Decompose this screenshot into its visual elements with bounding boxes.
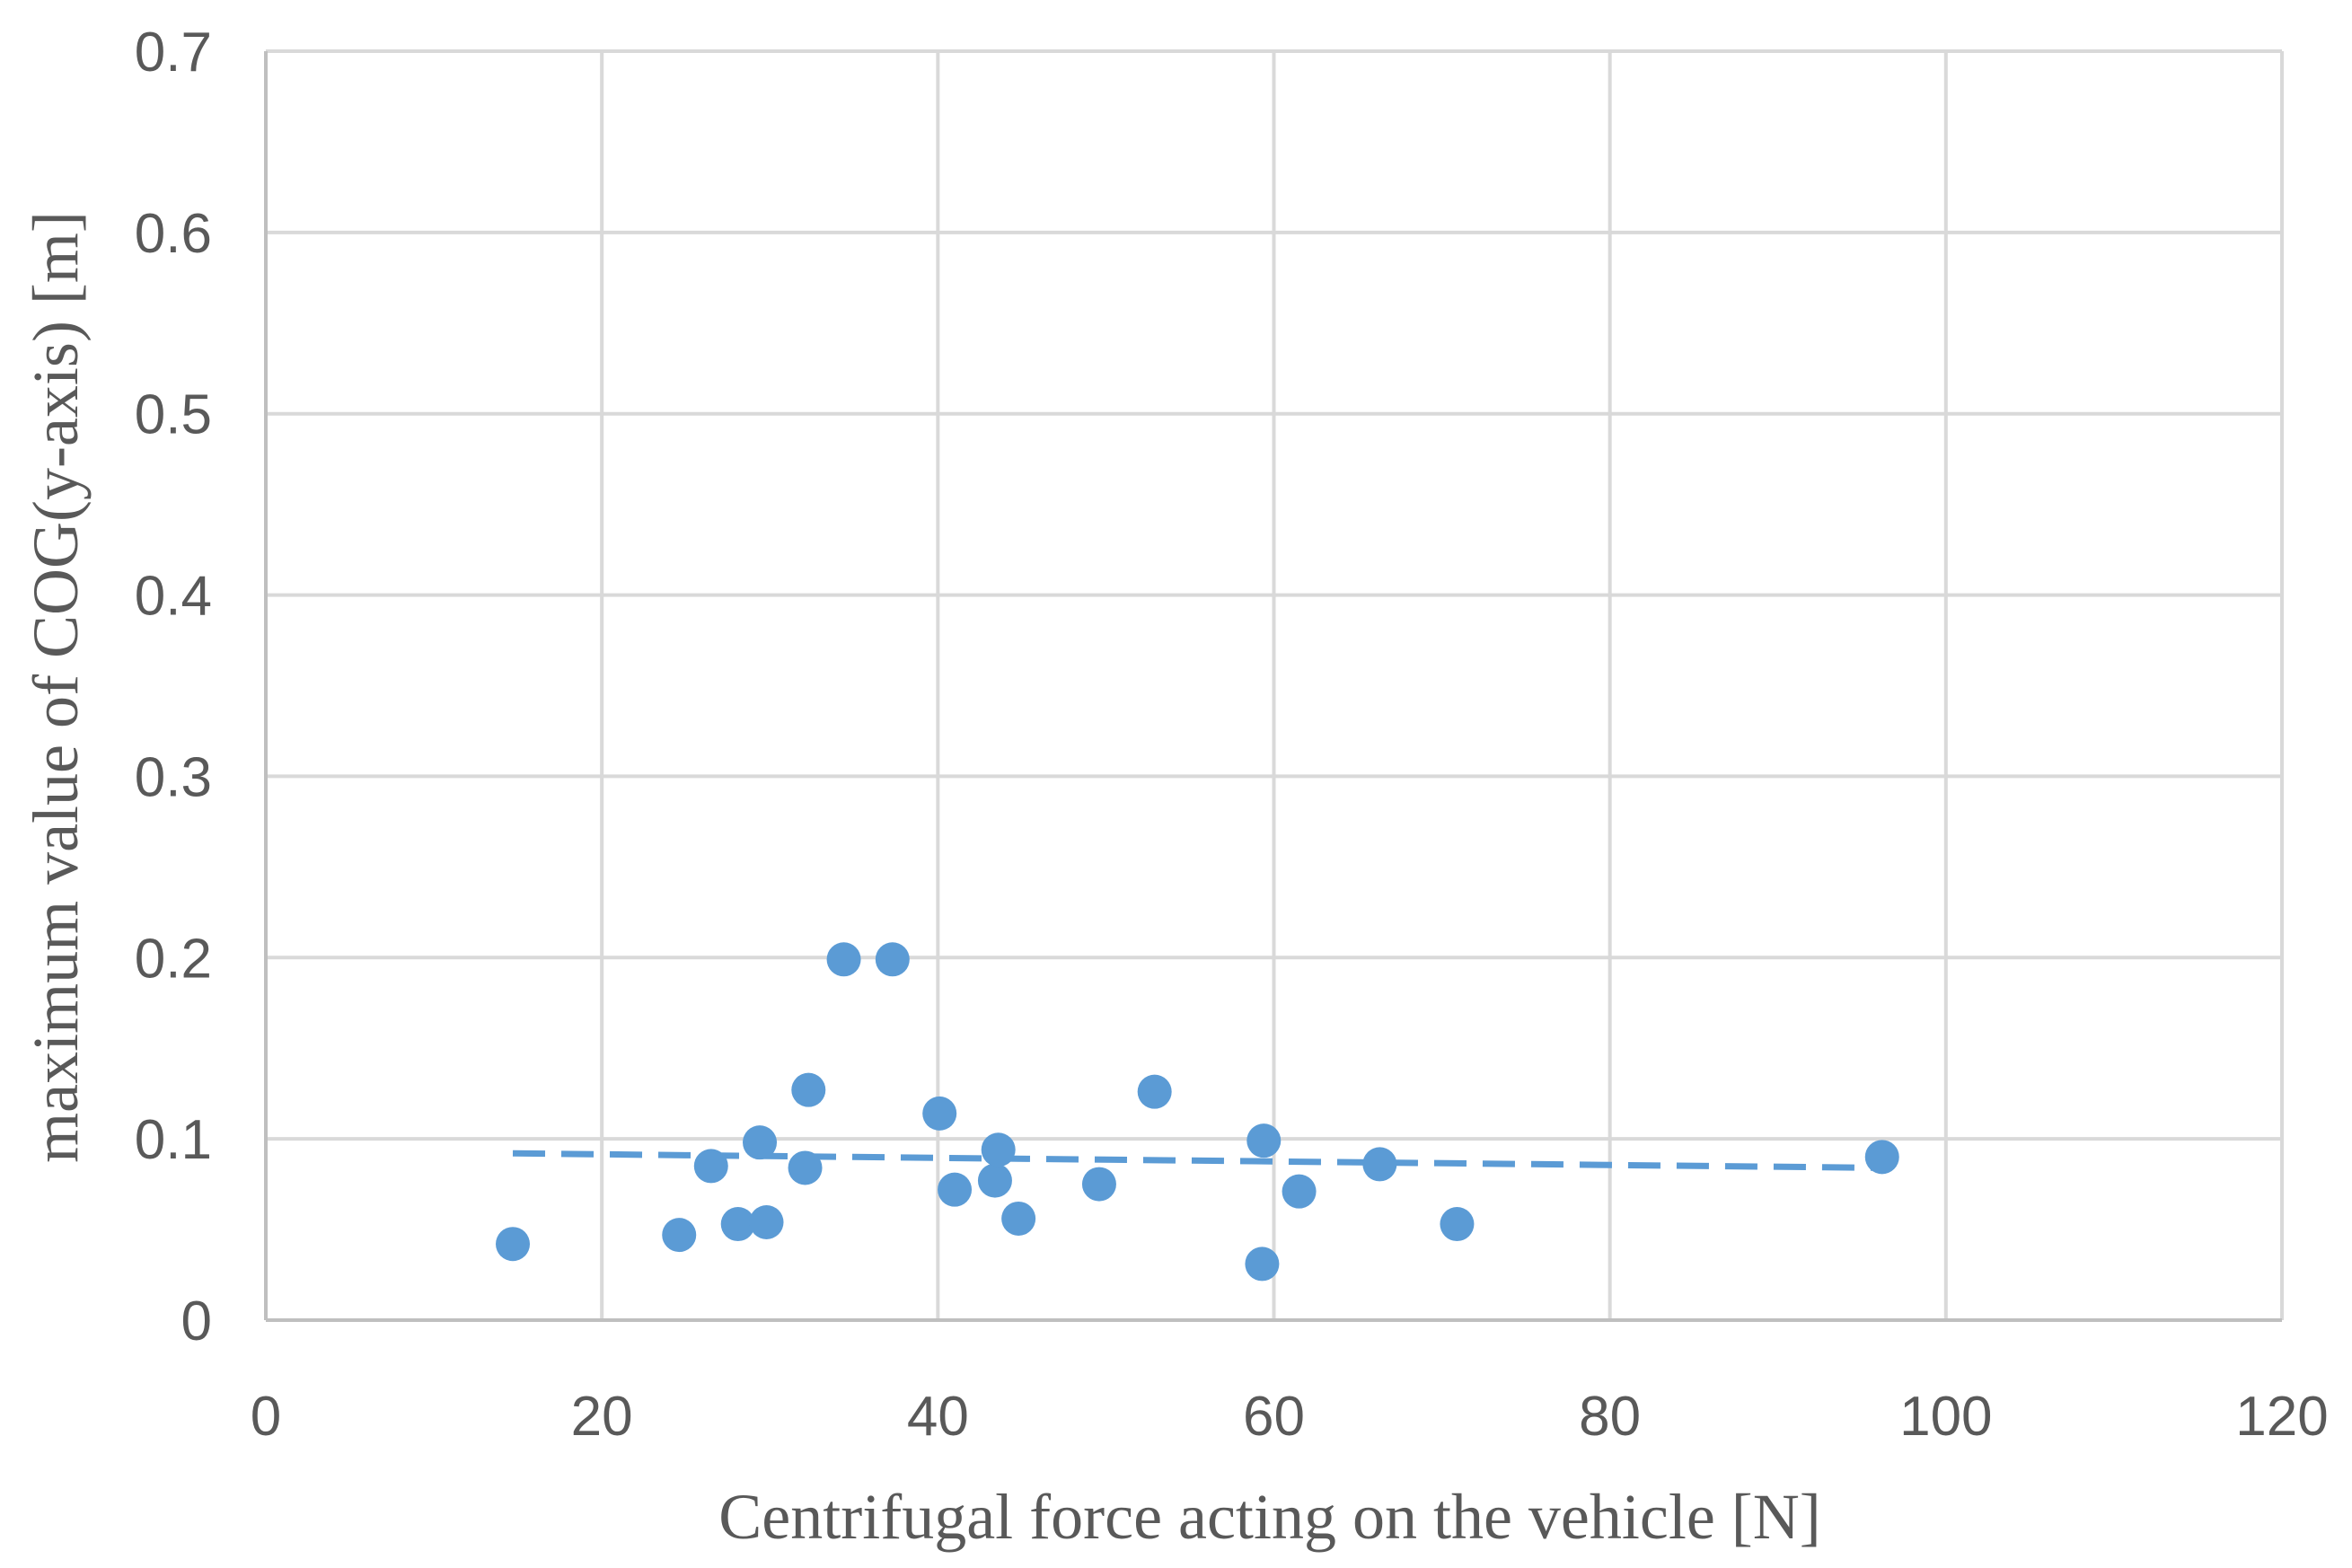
- x-tick-label: 80: [1579, 1386, 1641, 1448]
- data-point: [788, 1150, 823, 1185]
- y-tick-label: 0.6: [135, 203, 212, 265]
- data-points: [496, 942, 1899, 1282]
- tick-labels: 0 0.1 0.2 0.3 0.4 0.5 0.6 0.7 0 20 40 60 80 100 120: [135, 22, 2329, 1448]
- data-point: [1246, 1123, 1282, 1158]
- data-point: [938, 1172, 973, 1207]
- data-point: [977, 1163, 1012, 1198]
- data-point: [720, 1207, 755, 1242]
- data-point: [1864, 1140, 1899, 1175]
- data-point: [1245, 1246, 1280, 1282]
- trendline: [512, 1150, 1882, 1171]
- data-point: [922, 1096, 957, 1131]
- y-axis-title: maximum value of COG(y-axis) [m]: [20, 211, 92, 1163]
- x-tick-label: 60: [1243, 1386, 1305, 1448]
- y-tick-label: 0.3: [135, 746, 212, 808]
- x-tick-label: 40: [907, 1386, 969, 1448]
- y-tick-label: 0.5: [135, 384, 212, 446]
- x-tick-label: 20: [571, 1386, 633, 1448]
- data-point: [1001, 1201, 1036, 1236]
- y-tick-label: 0.1: [135, 1109, 212, 1171]
- data-point: [791, 1072, 826, 1107]
- data-point: [981, 1132, 1016, 1167]
- y-tick-label: 0: [181, 1291, 212, 1352]
- y-tick-label: 0.2: [135, 928, 212, 990]
- x-tick-label: 0: [251, 1386, 281, 1448]
- y-tick-label: 0.7: [135, 22, 212, 84]
- x-tick-label: 120: [2235, 1386, 2328, 1448]
- data-point: [496, 1227, 531, 1262]
- data-point: [743, 1125, 778, 1160]
- data-point: [1137, 1074, 1172, 1109]
- x-tick-label: 100: [1899, 1386, 1992, 1448]
- trendline-layer: [512, 1150, 1882, 1171]
- x-axis-title: Centrifugal force acting on the vehicle …: [718, 1481, 1820, 1553]
- data-point: [875, 942, 910, 977]
- data-point: [693, 1149, 728, 1184]
- data-point: [826, 942, 861, 977]
- gridlines: [266, 49, 2284, 1320]
- data-point: [1362, 1147, 1397, 1182]
- data-point: [1440, 1207, 1475, 1242]
- data-point: [1081, 1167, 1116, 1202]
- data-point: [1282, 1174, 1317, 1209]
- axes: [264, 51, 2282, 1322]
- y-tick-label: 0.4: [135, 566, 212, 628]
- data-point: [662, 1218, 697, 1253]
- data-point: [749, 1204, 784, 1239]
